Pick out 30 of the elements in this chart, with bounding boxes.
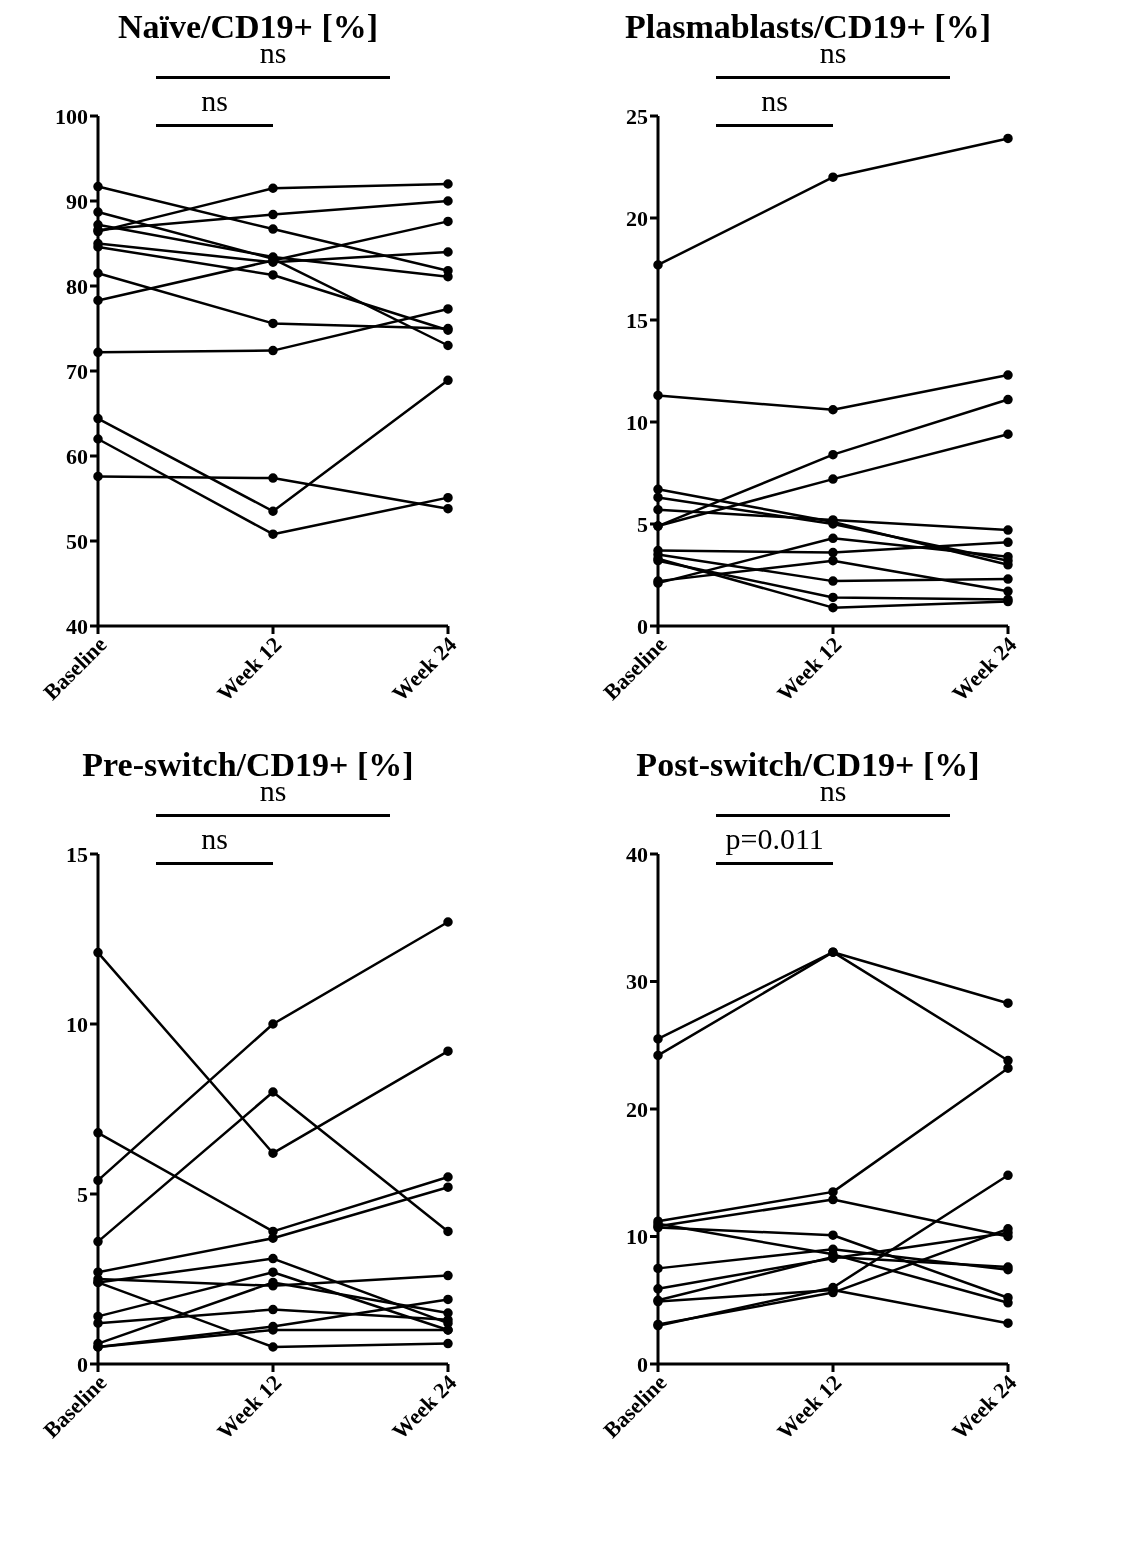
- y-tick-label: 15: [66, 841, 88, 867]
- y-tick-label: 20: [626, 205, 648, 231]
- chart-title: Naïve/CD19+ [%]: [116, 8, 380, 46]
- chart-title: Post-switch/CD19+ [%]: [635, 746, 981, 784]
- y-tick-label: 10: [626, 1224, 648, 1250]
- y-tick-label: 80: [66, 273, 88, 299]
- y-tick-label: 10: [66, 1011, 88, 1037]
- y-tick-label: 60: [66, 443, 88, 469]
- chart-title: Pre-switch/CD19+ [%]: [81, 746, 415, 784]
- y-tick-label: 10: [626, 409, 648, 435]
- annotation: ns: [200, 84, 229, 118]
- y-tick-label: 25: [626, 103, 648, 129]
- y-tick-label: 0: [77, 1351, 88, 1377]
- chart-title: Plasmablasts/CD19+ [%]: [624, 8, 992, 46]
- y-tick-label: 100: [55, 103, 88, 129]
- y-tick-label: 0: [637, 613, 648, 639]
- y-tick-label: 15: [626, 307, 648, 333]
- y-tick-label: 20: [626, 1096, 648, 1122]
- y-tick-label: 5: [637, 511, 648, 537]
- annotation: ns: [760, 84, 789, 118]
- y-tick-label: 5: [77, 1181, 88, 1207]
- annotation: ns: [200, 822, 229, 856]
- y-tick-label: 40: [626, 841, 648, 867]
- y-tick-label: 50: [66, 528, 88, 554]
- y-tick-label: 70: [66, 358, 88, 384]
- y-tick-label: 0: [637, 1351, 648, 1377]
- y-tick-label: 40: [66, 613, 88, 639]
- y-tick-label: 90: [66, 188, 88, 214]
- y-tick-label: 30: [626, 969, 648, 995]
- annotation: p=0.011: [724, 822, 825, 856]
